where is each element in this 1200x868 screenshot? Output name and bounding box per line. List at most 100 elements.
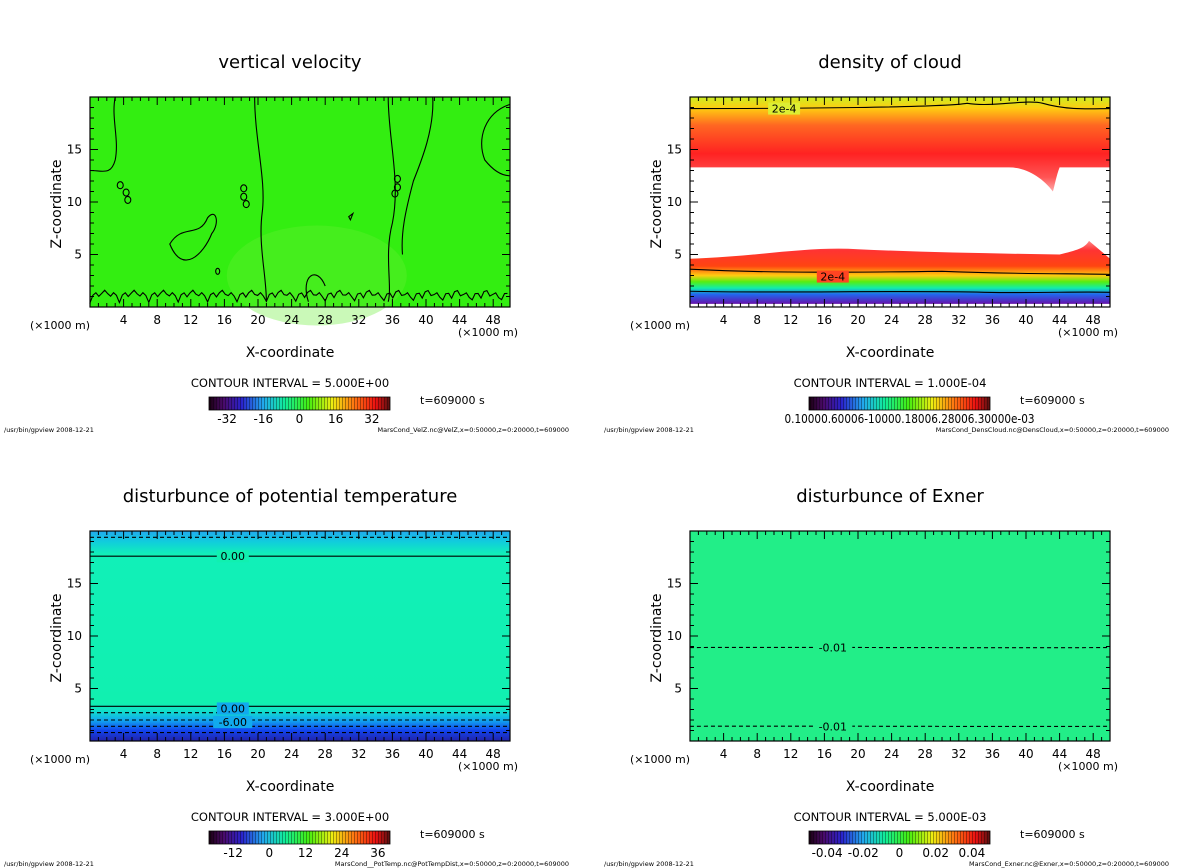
x-tick-label: 12: [183, 747, 198, 761]
x-tick-label: 32: [351, 747, 366, 761]
contour-label: 2e-4: [772, 103, 797, 116]
x-tick-label: 24: [284, 747, 299, 761]
x-tick-label: 16: [217, 313, 232, 327]
x-tick-label: 12: [783, 747, 798, 761]
x-tick-label: 36: [385, 313, 400, 327]
plot-field: [89, 96, 511, 326]
chart-title: vertical velocity: [218, 52, 362, 73]
colorbar-tick-label: 0: [896, 846, 904, 860]
contour-label: 2e-4: [820, 271, 845, 284]
x-tick-label: 40: [418, 313, 433, 327]
x-tick-label: 44: [1052, 313, 1067, 327]
y-tick-label: 10: [67, 629, 82, 643]
x-tick-label: 48: [1086, 747, 1101, 761]
x-tick-label: 44: [452, 313, 467, 327]
colorbar: -32 -16 0 16 32: [208, 396, 391, 426]
x-tick-label: 8: [753, 313, 761, 327]
footer-right: MarsCond_DensCloud.nc@DensCloud,x=0:5000…: [936, 426, 1169, 434]
x-tick-label: 48: [486, 747, 501, 761]
y-axis-label: Z-coordinate: [649, 593, 665, 682]
footer-right: MarsCond_Exner.nc@Exner,x=0:50000,z=0:20…: [969, 860, 1169, 868]
contour-interval: CONTOUR INTERVAL = 5.000E+00: [191, 376, 389, 390]
x-unit-right: (×1000 m): [1058, 760, 1118, 773]
colorbar-tick-labels: 0.10000.60006-10000.18006.28006.30000e-0…: [785, 412, 1035, 426]
footer-left: /usr/bin/gpview 2008-12-21: [604, 426, 694, 434]
x-unit-left: (×1000 m): [630, 753, 690, 766]
colorbar-tick-label: 12: [298, 846, 313, 860]
x-unit-left: (×1000 m): [30, 319, 90, 332]
y-tick-label: 15: [667, 143, 682, 157]
x-unit-right: (×1000 m): [458, 760, 518, 773]
x-tick-label: 36: [985, 747, 1000, 761]
contour-interval: CONTOUR INTERVAL = 3.000E+00: [191, 810, 389, 824]
x-tick-label: 20: [850, 313, 865, 327]
panel-3: disturbunce of potential temperature 0.00…: [4, 486, 569, 868]
x-tick-label: 16: [817, 747, 832, 761]
x-tick-label: 40: [1018, 747, 1033, 761]
contour-label: -0.01: [819, 720, 847, 733]
colorbar-tick-label: 0: [296, 412, 304, 426]
time-label: t=609000 s: [1020, 394, 1085, 407]
x-tick-label: 4: [120, 313, 128, 327]
chart-title: disturbunce of potential temperature: [123, 486, 458, 507]
colorbar-tick-label: 0: [266, 846, 274, 860]
x-tick-label: 12: [783, 313, 798, 327]
x-tick-label: 4: [120, 747, 128, 761]
x-axis-label: X-coordinate: [846, 345, 935, 361]
y-tick-label: 5: [74, 248, 82, 262]
colorbar-tick-label: 24: [334, 846, 349, 860]
contour-label: -6.00: [219, 716, 247, 729]
contour-label: 0.00: [221, 702, 246, 715]
x-tick-label: 20: [850, 747, 865, 761]
colorbar-tick-label: 0.02: [922, 846, 949, 860]
y-tick-label: 5: [674, 682, 682, 696]
axis-ticks: [690, 531, 1110, 741]
x-tick-label: 48: [486, 313, 501, 327]
contour-interval: CONTOUR INTERVAL = 1.000E-04: [794, 376, 987, 390]
colorbar-tick-label: -0.04: [812, 846, 843, 860]
x-tick-label: 8: [153, 747, 161, 761]
time-label: t=609000 s: [420, 828, 485, 841]
y-tick-label: 15: [67, 577, 82, 591]
chart-title: density of cloud: [818, 52, 962, 73]
colorbar-tick-label: 36: [370, 846, 385, 860]
x-tick-label: 16: [817, 313, 832, 327]
x-axis-label: X-coordinate: [246, 779, 335, 795]
x-unit-left: (×1000 m): [30, 753, 90, 766]
x-tick-label: 48: [1086, 313, 1101, 327]
contour-label: 0.00: [221, 550, 246, 563]
colorbar: 0.10000.60006-10000.18006.28006.30000e-0…: [785, 396, 1035, 426]
footer-right: MarsCond__PotTemp.nc@PotTempDist,x=0:500…: [335, 860, 569, 868]
x-tick-label: 4: [720, 313, 728, 327]
x-tick-label: 28: [918, 747, 933, 761]
colorbar: -0.04 -0.02 0 0.02 0.04: [808, 830, 991, 860]
panel-4: disturbunce of Exner-0.01-0.014 8 12 16 20 24…: [604, 486, 1169, 868]
x-tick-label: 4: [720, 747, 728, 761]
footer-left: /usr/bin/gpview 2008-12-21: [4, 426, 94, 434]
x-tick-label: 16: [217, 747, 232, 761]
y-axis-label: Z-coordinate: [49, 593, 65, 682]
y-tick-label: 5: [674, 248, 682, 262]
x-tick-label: 8: [153, 313, 161, 327]
colorbar-tick-label: 16: [328, 412, 343, 426]
contour-interval: CONTOUR INTERVAL = 5.000E-03: [794, 810, 987, 824]
x-tick-label: 36: [385, 747, 400, 761]
x-tick-label: 24: [884, 313, 899, 327]
x-tick-label: 28: [318, 313, 333, 327]
y-tick-label: 15: [67, 143, 82, 157]
y-tick-label: 5: [74, 682, 82, 696]
y-tick-label: 15: [667, 577, 682, 591]
x-axis-label: X-coordinate: [246, 345, 335, 361]
colorbar-tick-label: -32: [217, 412, 237, 426]
colorbar-tick-label: -16: [253, 412, 273, 426]
plot-field: [90, 531, 510, 741]
contour-label: -0.01: [819, 642, 847, 655]
colorbar-tick-label: 0.04: [959, 846, 986, 860]
x-unit-left: (×1000 m): [630, 319, 690, 332]
x-tick-label: 32: [951, 747, 966, 761]
x-tick-label: 8: [753, 747, 761, 761]
plot-field: [689, 531, 1111, 741]
